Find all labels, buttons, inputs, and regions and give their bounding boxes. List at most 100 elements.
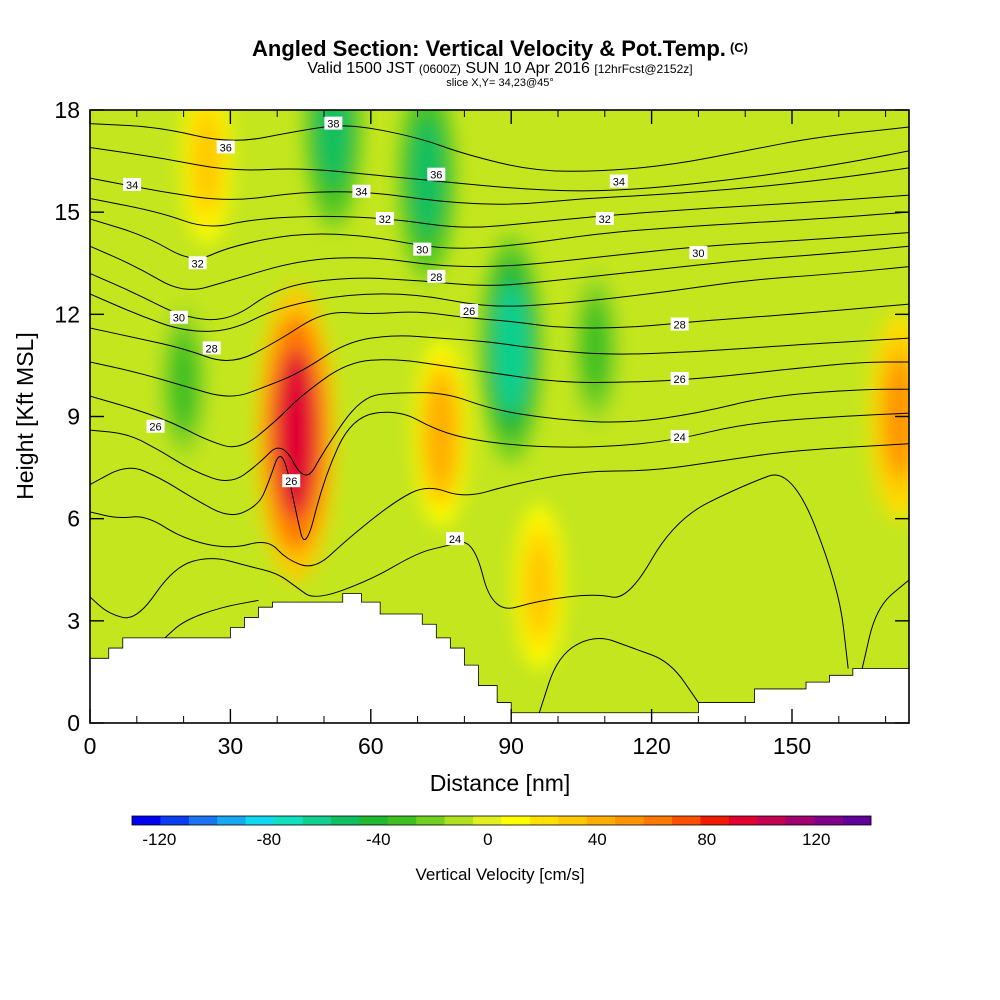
theta-contour-28 [90,303,909,361]
contour-label: 30 [169,310,188,325]
contour-label-text: 28 [674,320,686,332]
colorbar-swatch [814,816,843,825]
contour-label: 30 [689,246,708,260]
contour-label-bg [202,341,221,355]
colorbar-swatch [586,816,616,825]
contour-label: 30 [413,242,432,257]
y-tick-label: 6 [67,506,80,532]
subtitle-z: (0600Z) [418,62,461,76]
contour-label: 26 [282,474,301,488]
contour-label-bg [427,269,446,283]
contour-label: 24 [670,429,689,444]
velocity-feature-downdraft [581,301,610,396]
colorbar-swatch [245,816,275,825]
contour-label-text: 28 [430,272,442,284]
contour-label: 34 [123,177,142,192]
theta-contour-labels: 36 34 32 30 28 26 38 34 32 36 30 28 26 26 24 34 32 30 28 26… [123,116,708,546]
contour-label-text: 26 [149,422,161,434]
contour-label-bg [188,256,207,270]
colorbar-swatch [473,816,502,825]
y-tick-label: 0 [67,710,80,736]
contour-label-text: 34 [126,180,138,192]
contour-label-bg [670,372,689,386]
colorbar-label: Vertical Velocity [cm/s] [415,865,584,884]
colorbar-swatch [728,816,758,825]
contour-label: 36 [427,167,446,182]
contour-label-bg [609,174,628,188]
colorbar-swatch [558,816,588,825]
contour-label: 38 [324,116,343,131]
chart-title: Angled Section: Vertical Velocity & Pot.… [0,36,1000,62]
contour-label-bg [460,303,479,317]
contour-label-bg [324,116,343,130]
theta-contour-29 [90,266,909,332]
contour-label: 26 [670,372,689,386]
contour-label-text: 34 [613,177,625,189]
colorbar-swatch [757,816,787,825]
colorbar-tick-label: -80 [257,830,282,849]
velocity-feature-updraft [426,380,456,487]
contour-label: 26 [146,419,165,434]
theta-contour-35 [90,146,909,192]
colorbar-tick-label: 40 [588,830,607,849]
contour-label-bg [169,310,188,324]
colorbar-swatch [416,816,445,825]
contour-label-bg [670,317,689,331]
contour-label-bg [446,532,465,546]
theta-contours [90,123,909,713]
contour-label-text: 24 [674,432,686,444]
contour-label-bg [375,211,394,225]
subtitle-fcst: [12hrFcst@2152z] [594,62,693,76]
contour-label-bg [123,177,142,191]
theta-contour-24 [90,411,909,540]
colorbar-swatch [188,816,218,825]
y-tick-label: 3 [67,608,80,634]
chart-subtitle: Valid 1500 JST (0600Z) SUN 10 Apr 2016 [… [0,60,1000,78]
contour-label: 32 [375,211,394,226]
contour-label-bg [595,211,614,225]
velocity-feature-updraft [193,114,221,208]
contour-label-text: 36 [220,142,232,154]
contour-label-bg [282,474,301,488]
colorbar-tick-label: 0 [483,830,492,849]
colorbar-swatch [615,816,644,825]
subtitle-date: SUN 10 Apr 2016 [465,60,590,77]
colorbar-swatch [330,816,360,825]
y-tick-label: 15 [54,199,80,225]
contour-label: 28 [427,269,446,284]
contour-label-bg [689,246,708,260]
colorbar-swatch [387,816,417,825]
contour-label-text: 34 [355,187,367,199]
contour-label-bg [427,167,446,181]
x-tick-label: 90 [498,733,524,759]
colorbar-swatch [643,816,673,825]
y-tick-label: 18 [54,97,80,123]
chart-slice-info: slice X,Y= 34,23@45° [446,77,554,89]
velocity-feature-downdraft [493,282,529,415]
contour-label: 28 [202,341,221,355]
theta-contour-21 [861,579,909,669]
contour-label: 36 [216,140,235,154]
contour-label-text: 30 [173,313,185,325]
contour-label-bg [216,140,235,154]
theta-contour-36 [90,123,909,172]
velocity-feature-downdraft [410,118,444,238]
colorbar-tick-label: 120 [802,830,830,849]
contour-label: 32 [188,256,207,270]
vertical-velocity-field [158,110,909,669]
contour-label-text: 36 [430,170,442,182]
y-tick-label: 9 [67,404,80,430]
contour-label: 32 [595,211,614,226]
subtitle-valid: Valid 1500 JST [307,60,415,77]
theta-contour-26 [90,359,909,448]
contour-label-text: 28 [206,343,218,355]
contour-label-bg [670,429,689,443]
contour-label-text: 32 [379,214,391,226]
contour-label-text: 26 [463,306,475,318]
colorbar-frame [131,815,872,826]
contour-label-text: 30 [416,245,428,257]
contour-label-text: 32 [599,214,611,226]
x-tick-label: 150 [773,733,811,759]
